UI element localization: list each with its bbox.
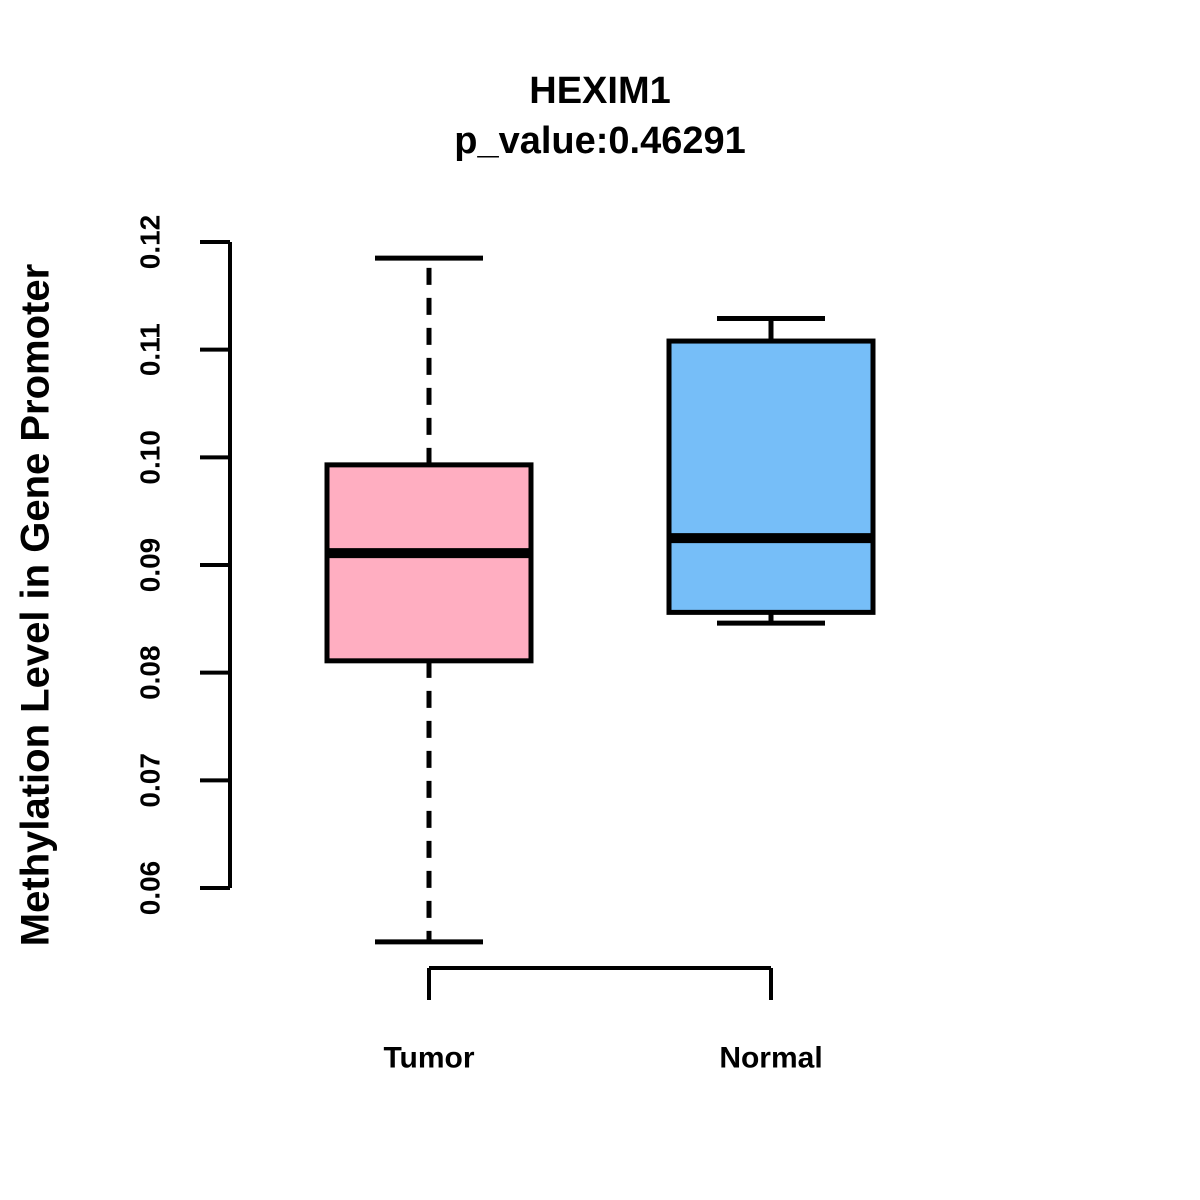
y-axis-tick-label: 0.11: [135, 323, 166, 376]
chart-subtitle: p_value:0.46291: [454, 120, 746, 162]
y-axis-tick-label: 0.08: [135, 645, 166, 700]
x-axis: [427, 966, 773, 1000]
box-tumor: [324, 462, 534, 664]
category-label-tumor: Tumor: [383, 1042, 474, 1075]
box-normal: [666, 338, 876, 615]
category-label-normal: Normal: [719, 1042, 822, 1075]
y-axis-tick-label: 0.12: [135, 215, 166, 270]
y-axis-tick-label: 0.10: [135, 430, 166, 485]
chart-title: HEXIM1: [529, 70, 671, 112]
y-axis-tick-label: 0.06: [135, 861, 166, 916]
y-axis-tick-label: 0.09: [135, 538, 166, 593]
y-axis-tick-label: 0.07: [135, 753, 166, 808]
title-block: HEXIM1 p_value:0.46291: [0, 66, 1200, 166]
